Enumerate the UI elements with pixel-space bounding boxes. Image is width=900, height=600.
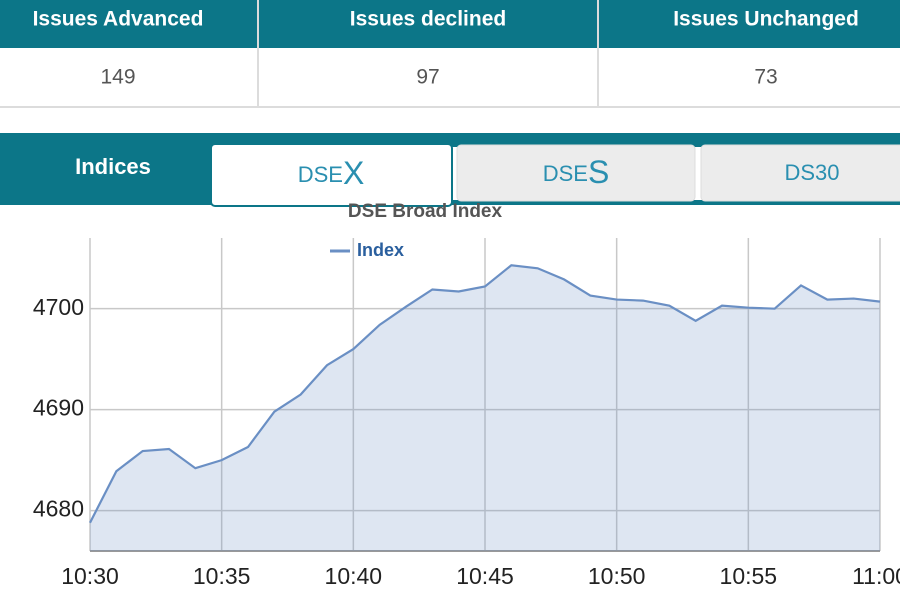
- table-header-cell: Issues Advanced: [33, 8, 204, 31]
- tab-label-small[interactable]: DSE: [298, 162, 343, 187]
- x-tick-label: 10:35: [193, 563, 251, 589]
- table-header-cell: Issues Unchanged: [673, 8, 859, 31]
- tab-label-small[interactable]: DSE: [543, 161, 588, 186]
- chart: 4680 4690 4700 10:30 10:35 10:40 10:45 10:50 10:…: [33, 238, 900, 589]
- y-tick-label: 4700: [33, 294, 84, 320]
- chart-title: DSE Broad Index: [348, 201, 503, 222]
- table-cell: 73: [754, 66, 777, 89]
- x-tick-label: 10:45: [456, 563, 514, 589]
- table-cell: 97: [416, 66, 439, 89]
- x-tick-label: 11:00: [852, 563, 900, 589]
- legend-label: Index: [357, 240, 404, 260]
- tab-label[interactable]: DSES: [543, 154, 610, 190]
- y-tick-label: 4680: [33, 496, 84, 522]
- tab-label-large[interactable]: S: [588, 154, 609, 190]
- table-cell: 149: [100, 66, 135, 89]
- line: [89, 264, 881, 524]
- tab-strip: [0, 133, 212, 205]
- tab-label[interactable]: DSEX: [298, 155, 365, 191]
- tab[interactable]: DS30: [700, 144, 900, 202]
- table-header: [0, 0, 900, 48]
- tab-bg[interactable]: [210, 143, 453, 207]
- tab[interactable]: DSEX: [210, 143, 453, 207]
- x-tick-label: 10:55: [720, 563, 778, 589]
- tab-bg[interactable]: [456, 144, 696, 202]
- y-tick-label: 4690: [33, 395, 84, 421]
- tab-label[interactable]: DS30: [784, 160, 839, 185]
- x-tick-label: 10:50: [588, 563, 646, 589]
- tab[interactable]: DSES: [456, 144, 696, 202]
- tab-label-large[interactable]: X: [343, 155, 364, 191]
- x-tick-label: 10:30: [61, 563, 119, 589]
- tabs-label: Indices: [75, 154, 151, 179]
- table-header-cell: Issues declined: [350, 8, 506, 31]
- x-tick-label: 10:40: [325, 563, 383, 589]
- area: [90, 265, 880, 551]
- tab-bg[interactable]: [700, 144, 900, 202]
